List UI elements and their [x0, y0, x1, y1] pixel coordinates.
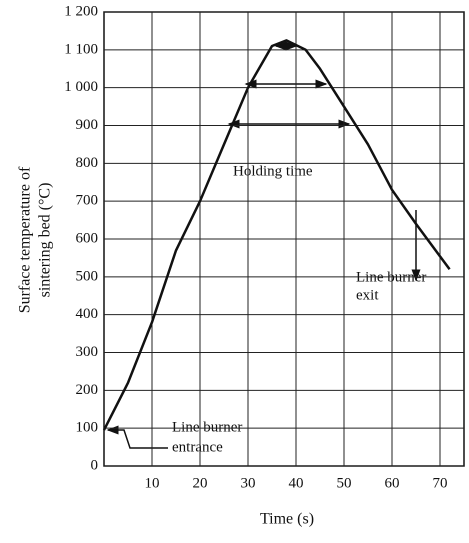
annotation-arrows [106, 41, 421, 449]
x-tick-label: 50 [337, 475, 352, 491]
y-tick-label: 100 [76, 420, 99, 436]
y-tick-label: 700 [76, 193, 99, 209]
y-tick-label: 1 200 [64, 3, 98, 19]
y-tick-label: 800 [76, 155, 99, 171]
x-tick-label: 10 [145, 475, 160, 491]
y-axis-label: Surface temperature of [17, 166, 34, 313]
y-tick-label: 0 [91, 457, 99, 473]
data-line [102, 39, 451, 431]
y-tick-label: 900 [76, 117, 99, 133]
x-tick-label: 40 [289, 475, 304, 491]
y-tick-label: 500 [76, 268, 99, 284]
arrow [106, 425, 168, 449]
annotation: Line burner [172, 419, 242, 435]
x-tick-label: 20 [193, 475, 208, 491]
y-tick-label: 400 [76, 306, 99, 322]
y-axis-label: sintering bed (°C) [37, 183, 54, 298]
y-tick-label: 600 [76, 230, 99, 246]
y-tick-label: 1 000 [64, 79, 98, 95]
annotation: exit [356, 287, 379, 303]
y-tick-label: 300 [76, 344, 99, 360]
annotation: Line burner [356, 269, 426, 285]
x-tick-label: 70 [433, 475, 448, 491]
y-tick-label: 200 [76, 382, 99, 398]
y-tick-label: 1 100 [64, 41, 98, 57]
x-tick-label: 60 [385, 475, 400, 491]
x-axis-label: Time (s) [260, 511, 314, 528]
annotation: entrance [172, 439, 223, 455]
x-tick-label: 30 [241, 475, 256, 491]
annotation: Holding time [233, 163, 313, 179]
